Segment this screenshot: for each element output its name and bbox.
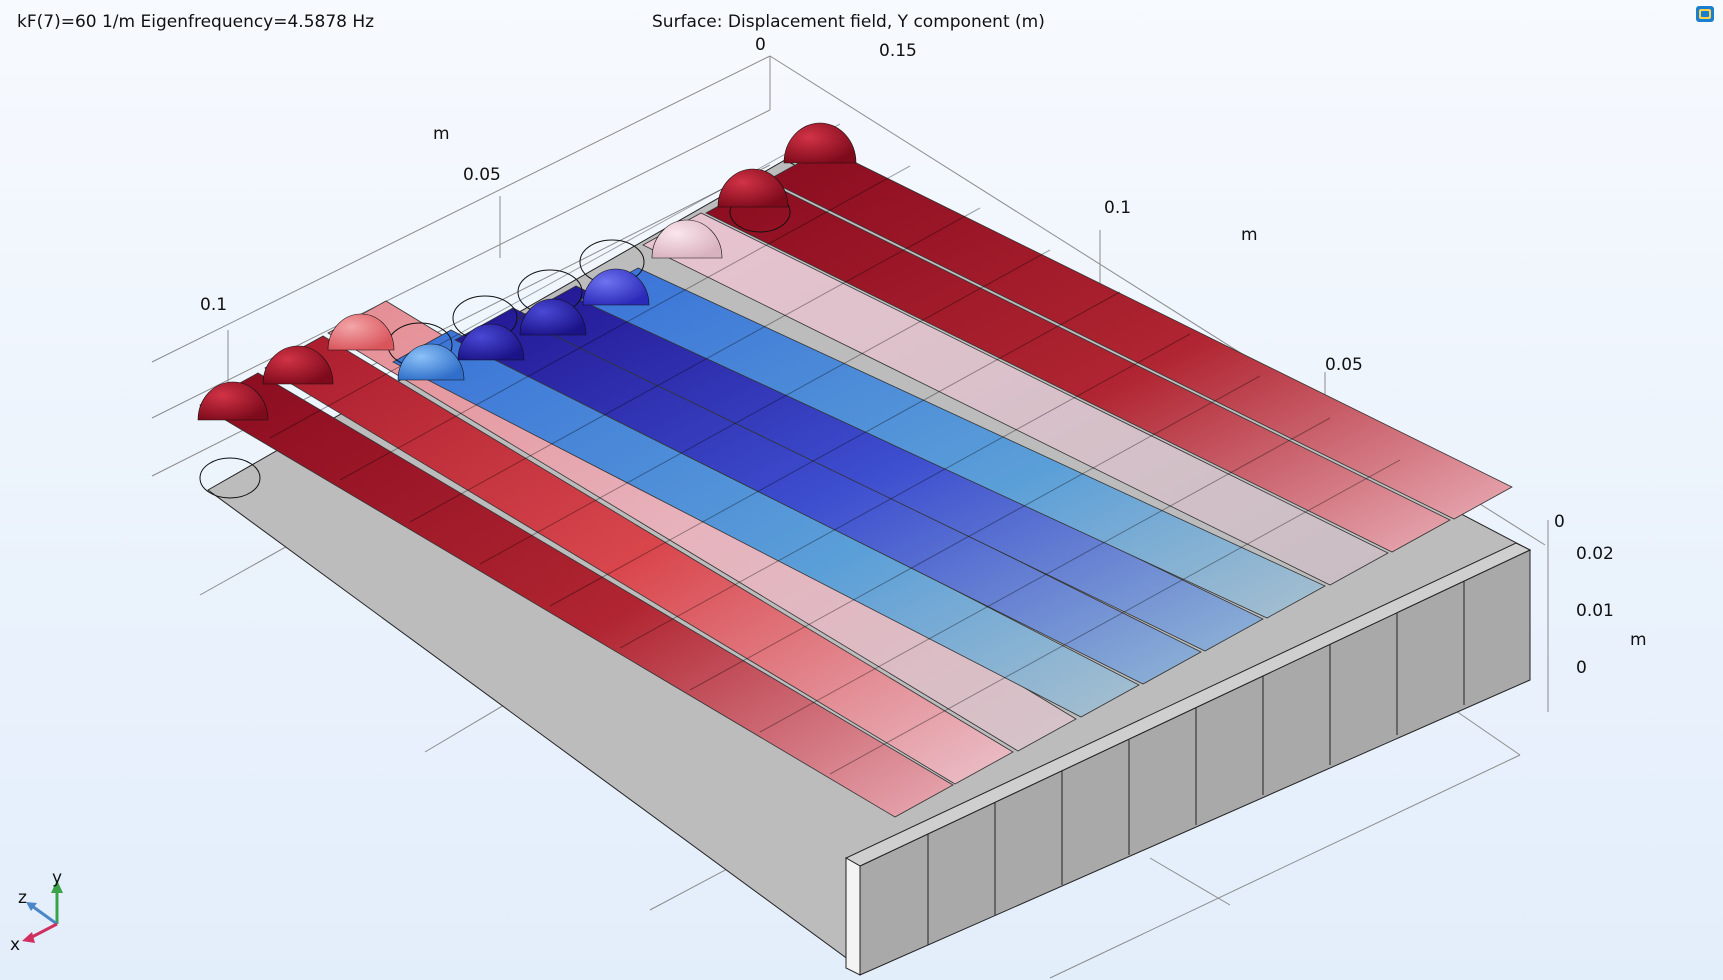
right-axis-unit: m — [1241, 225, 1258, 245]
right-axis-tick-0: 0.15 — [879, 41, 917, 61]
right-axis-tick-2: 0.05 — [1325, 355, 1363, 375]
plot-info-label: kF(7)=60 1/m Eigenfrequency=4.5878 Hz — [17, 12, 375, 32]
end-wall — [844, 542, 1532, 976]
right-axis-tick-1: 0.1 — [1104, 198, 1131, 218]
oscillator-strips — [199, 147, 1513, 818]
coordinate-triad — [22, 880, 63, 943]
left-axis-tick-1: 0.05 — [463, 165, 501, 185]
vertical-axis-tick-0: 0.02 — [1576, 544, 1614, 564]
vertical-axis-unit: m — [1630, 630, 1647, 650]
window-toggle-icon[interactable] — [1695, 4, 1715, 24]
triad-y-label: y — [52, 868, 62, 888]
left-axis-tick-2: 0 — [755, 35, 766, 55]
plot-title: Surface: Displacement field, Y component… — [652, 12, 1045, 32]
vertical-axis-tick-2: 0 — [1576, 658, 1587, 678]
triad-z-label: z — [18, 888, 27, 908]
vertical-axis-tick-1: 0.01 — [1576, 601, 1614, 621]
triad-x-label: x — [10, 935, 20, 955]
right-axis-tick-3: 0 — [1554, 512, 1565, 532]
left-axis-unit: m — [433, 124, 450, 144]
left-axis-tick-0: 0.1 — [200, 295, 227, 315]
mass-spheres — [197, 122, 857, 421]
